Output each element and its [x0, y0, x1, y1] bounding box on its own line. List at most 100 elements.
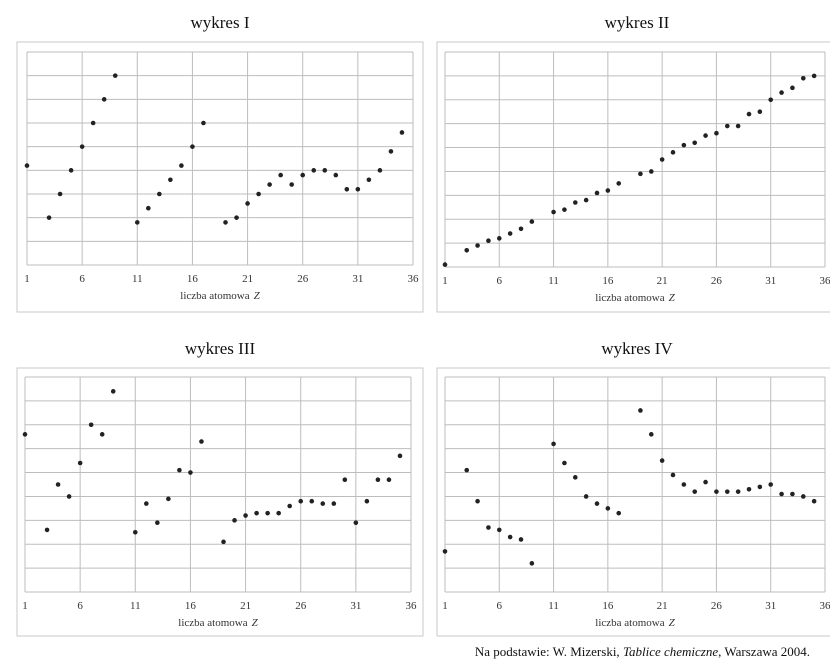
- chart-title: wykres III: [185, 339, 256, 358]
- x-axis-label: liczba atomowa Z: [595, 292, 675, 304]
- source-title: Tablice chemiczne: [623, 644, 718, 659]
- chart-title: wykres IV: [601, 339, 673, 358]
- data-point: [648, 432, 654, 437]
- x-axis-label-symbol: Z: [669, 292, 676, 304]
- data-point: [659, 157, 665, 162]
- data-point: [223, 220, 228, 225]
- x-tick-label: 26: [711, 600, 723, 612]
- data-point: [562, 207, 567, 212]
- data-point: [243, 513, 248, 518]
- data-point: [464, 467, 470, 473]
- x-tick-label: 36: [408, 273, 420, 285]
- data-point: [134, 220, 140, 225]
- x-tick-label: 31: [765, 275, 776, 287]
- data-point: [779, 90, 784, 95]
- data-point: [377, 168, 383, 173]
- data-point: [670, 150, 676, 155]
- data-point: [638, 171, 643, 177]
- data-point: [605, 506, 611, 511]
- data-point: [638, 408, 643, 413]
- panel-frame: [16, 367, 424, 637]
- data-point: [256, 191, 261, 197]
- data-point: [331, 501, 337, 506]
- data-point: [267, 182, 272, 187]
- data-point: [800, 75, 806, 81]
- data-point: [768, 482, 774, 487]
- data-point: [594, 190, 600, 196]
- data-point: [746, 111, 752, 117]
- data-point: [442, 262, 448, 267]
- data-point: [366, 177, 372, 183]
- data-point: [562, 460, 567, 466]
- data-point: [714, 130, 719, 136]
- source-suffix: , Warszawa 2004.: [718, 644, 810, 659]
- data-point: [551, 209, 556, 215]
- data-point: [397, 453, 403, 459]
- x-axis-label-text: liczba atomowa: [178, 617, 247, 629]
- data-point: [496, 236, 502, 241]
- data-point: [199, 439, 204, 444]
- x-tick-label: 31: [352, 273, 363, 285]
- data-point: [442, 549, 448, 554]
- data-point: [768, 97, 774, 103]
- data-point: [355, 186, 361, 192]
- data-point: [276, 510, 281, 516]
- x-tick-label: 21: [657, 275, 668, 287]
- x-tick-label: 21: [657, 600, 668, 612]
- data-point: [724, 123, 730, 129]
- data-point: [518, 226, 524, 232]
- data-point: [616, 510, 622, 516]
- data-point: [322, 168, 328, 173]
- x-tick-label: 6: [497, 275, 503, 287]
- x-tick-label: 6: [77, 600, 83, 612]
- data-point: [353, 520, 359, 526]
- x-tick-label: 36: [820, 600, 830, 612]
- data-point: [507, 534, 513, 540]
- x-tick-label: 36: [820, 275, 830, 287]
- x-axis-label-text: liczba atomowa: [595, 617, 664, 629]
- x-tick-label: 21: [242, 273, 253, 285]
- chart-title: wykres II: [605, 13, 670, 32]
- x-tick-label: 6: [79, 273, 85, 285]
- data-point: [757, 109, 763, 115]
- data-point: [703, 133, 708, 138]
- data-point: [583, 494, 589, 499]
- source-note: Na podstawie: W. Mizerski, Tablice chemi…: [475, 644, 810, 659]
- data-point: [735, 489, 741, 494]
- data-point: [703, 479, 708, 485]
- data-point: [245, 201, 250, 206]
- data-point: [757, 484, 763, 490]
- x-tick-label: 36: [406, 600, 418, 612]
- data-point: [790, 491, 795, 497]
- panel-frame: [436, 367, 830, 637]
- data-point: [475, 498, 480, 504]
- data-point: [157, 191, 162, 197]
- data-point: [681, 142, 687, 148]
- data-point: [90, 120, 96, 126]
- data-point: [46, 215, 52, 220]
- data-point: [375, 477, 381, 483]
- x-axis-label-symbol: Z: [669, 617, 676, 629]
- data-point: [265, 510, 270, 516]
- x-axis-label: liczba atomowa Z: [595, 617, 675, 629]
- data-point: [278, 172, 283, 178]
- x-tick-label: 6: [497, 600, 503, 612]
- x-tick-label: 11: [130, 600, 141, 612]
- data-point: [179, 163, 184, 168]
- data-point: [333, 172, 339, 178]
- data-point: [790, 85, 795, 91]
- x-axis-label-symbol: Z: [254, 290, 261, 302]
- data-point: [616, 181, 622, 186]
- data-point: [811, 73, 817, 79]
- data-point: [22, 432, 28, 437]
- data-point: [475, 243, 480, 248]
- x-tick-label: 1: [442, 600, 448, 612]
- x-tick-label: 11: [548, 275, 559, 287]
- data-point: [735, 123, 741, 129]
- x-tick-label: 31: [765, 600, 776, 612]
- data-point: [24, 163, 30, 168]
- data-point: [166, 496, 171, 502]
- data-point: [110, 389, 116, 394]
